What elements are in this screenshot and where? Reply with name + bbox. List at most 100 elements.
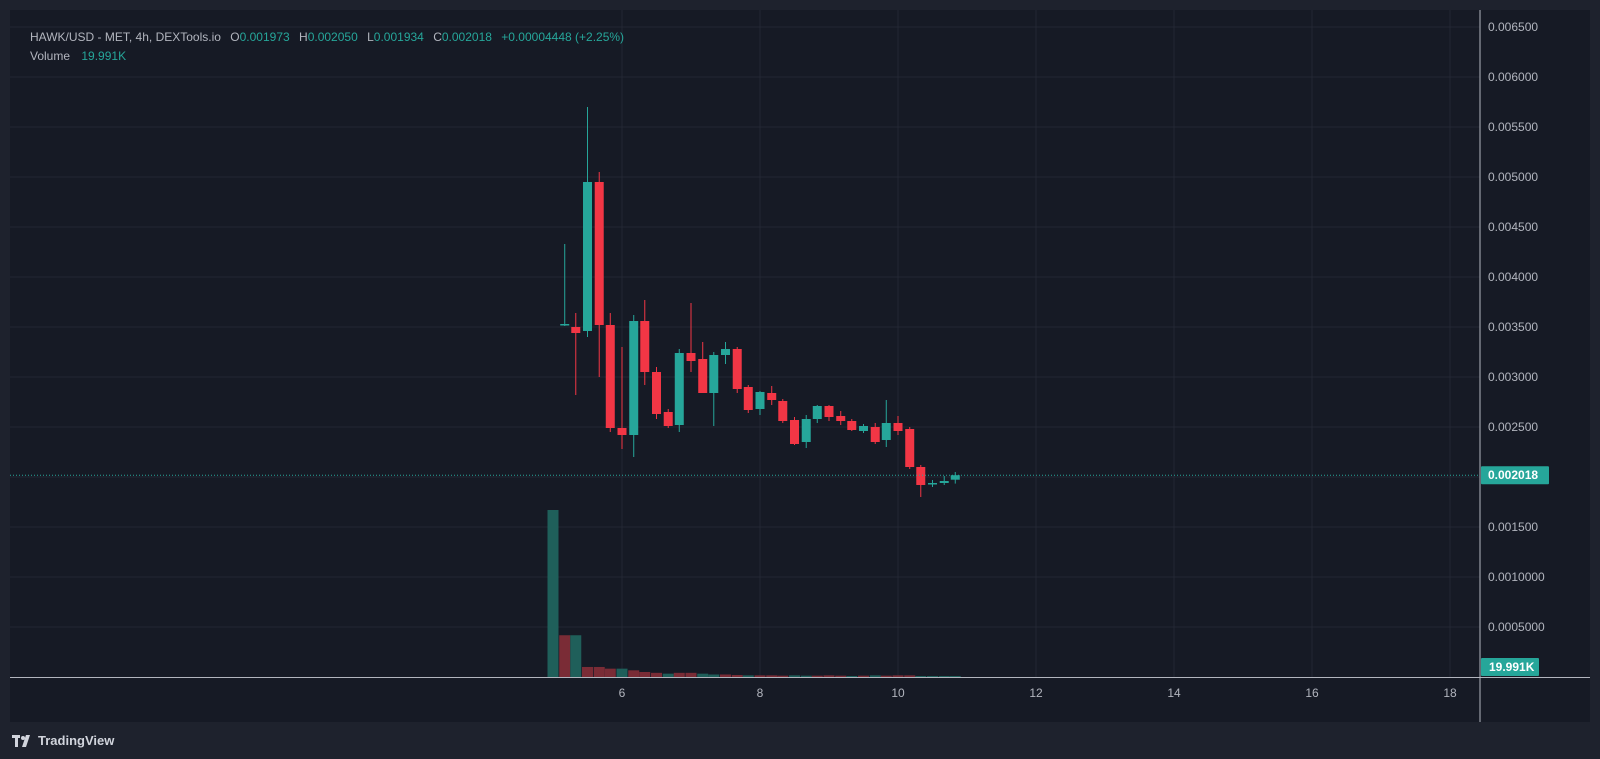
candle-body [950,475,960,480]
y-tick-label: 0.006000 [1488,70,1538,84]
y-tick-label: 0.0005000 [1488,620,1545,634]
candle-body [629,321,639,435]
x-tick-label: 18 [1443,686,1457,700]
candle-body [732,349,742,389]
candle-body [881,423,891,440]
volume-bar [570,635,582,677]
candle-body [686,353,696,361]
volume-bar [708,674,720,677]
candle-body [859,426,868,431]
x-tick-label: 8 [757,686,764,700]
volume-bar [720,674,731,677]
y-tick-label: 0.006500 [1488,20,1538,34]
volume-bar [604,668,616,677]
legend-low-value: 0.001934 [373,30,424,44]
x-tick-label: 12 [1029,686,1043,700]
volume-bar [742,675,754,677]
legend-symbol: HAWK/USD - MET, 4h, DEXTools.io [30,30,221,44]
volume-bar [823,675,835,677]
volume-bar [559,635,571,677]
candle-body [928,483,937,485]
candle-body [812,406,822,419]
volume-bar [880,675,892,677]
volume-bar [547,510,559,677]
volume-bar [582,666,593,677]
candle-body [560,324,570,326]
y-tick-label: 0.004500 [1488,220,1538,234]
volume-bar [593,666,605,677]
candle-body [605,325,615,428]
tradingview-branding[interactable]: TradingView [12,733,114,748]
volume-bar [938,675,950,677]
candlestick-chart[interactable]: 0.006500 0.006000 0.005500 0.005000 0.004500… [10,10,1590,722]
legend-high-value: 0.002050 [307,30,358,44]
candle-body [743,387,753,410]
candle-body [801,419,811,442]
x-tick-label: 6 [619,686,626,700]
candle-body [755,392,765,409]
volume-bar [846,675,858,677]
tradingview-logo-icon [12,734,30,747]
legend-volume-label: Volume [30,49,71,63]
volume-bar [811,675,823,677]
candle-body [790,420,799,444]
chart-frame[interactable]: 0.006500 0.006000 0.005500 0.005000 0.004500… [10,10,1590,722]
volume-bar [766,675,778,677]
volume-bar [685,672,697,677]
last-volume-tag-label: 19.991K [1489,660,1535,674]
y-tick-label: 0.001500 [1488,520,1538,534]
ohlc-legend: HAWK/USD - MET, 4h, DEXTools.io O0.00197… [30,30,626,44]
candle-body [893,423,903,431]
volume-bar [835,675,847,677]
candle-body [594,182,604,325]
candle-body [640,321,650,372]
grid-lines [10,10,1480,677]
volume-bar [892,675,904,677]
candle-body [847,421,857,430]
candle-body [870,427,880,442]
candle-body [939,481,949,483]
axes: 0.006500 0.006000 0.005500 0.005000 0.004500… [10,10,1590,722]
y-tick-label: 0.003500 [1488,320,1538,334]
volume-bar [662,673,674,677]
candle-body [905,429,915,467]
candle-body [778,401,788,421]
volume-bar [673,672,685,677]
volume-bar [777,675,789,677]
volume-bar [731,674,743,677]
volume-bar [789,675,800,677]
y-tick-label: 0.005500 [1488,120,1538,134]
x-tick-label: 10 [891,686,905,700]
candle-body [617,428,627,435]
volume-bar [754,675,766,677]
candle-body [836,416,846,421]
legend-open-value: 0.001973 [239,30,290,44]
x-tick-label: 14 [1167,686,1181,700]
last-price-tag [1481,466,1549,485]
volume-bar [869,675,881,677]
candle-body [583,182,592,331]
volume-bar [651,672,662,677]
y-tick-label: 0.003000 [1488,370,1538,384]
candle-body [652,372,661,414]
volume-bars [547,510,961,677]
legend-high-label: H [299,30,308,44]
legend-close-label: C [433,30,442,44]
legend-close-value: 0.002018 [441,30,492,44]
volume-bar [858,675,869,677]
volume-legend: Volume 19.991K [30,49,128,63]
last-volume-tag [1481,658,1539,676]
candle-body [721,349,730,355]
volume-bar [639,671,651,677]
candles [560,107,960,497]
legend-open-label: O [230,30,240,44]
volume-bar [628,670,640,677]
tradingview-brand-text: TradingView [38,733,115,748]
volume-bar [800,675,812,677]
volume-bar [616,668,628,677]
volume-bar [904,675,916,677]
last-price-tag-label: 0.002018 [1488,468,1538,482]
candle-body [674,353,684,425]
volume-bar [927,675,938,677]
candle-body [767,393,777,400]
